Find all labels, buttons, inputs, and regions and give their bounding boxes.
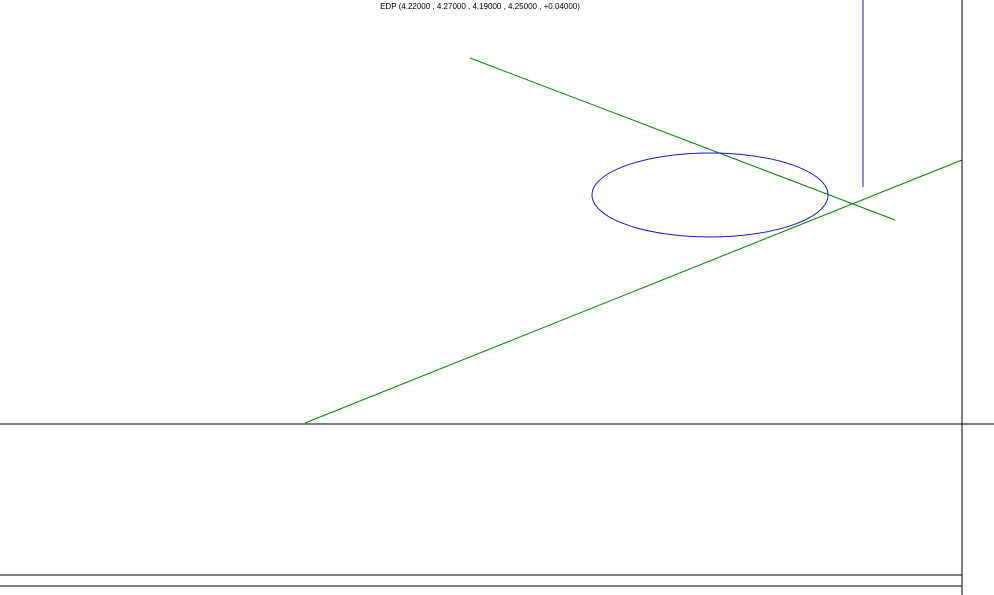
chart-title: EDP (4.22000 , 4.27000 , 4.19000 , 4.250… bbox=[380, 2, 580, 11]
trend-line bbox=[304, 159, 963, 424]
trend-line bbox=[469, 57, 896, 221]
ellipse-annotation bbox=[591, 152, 829, 238]
